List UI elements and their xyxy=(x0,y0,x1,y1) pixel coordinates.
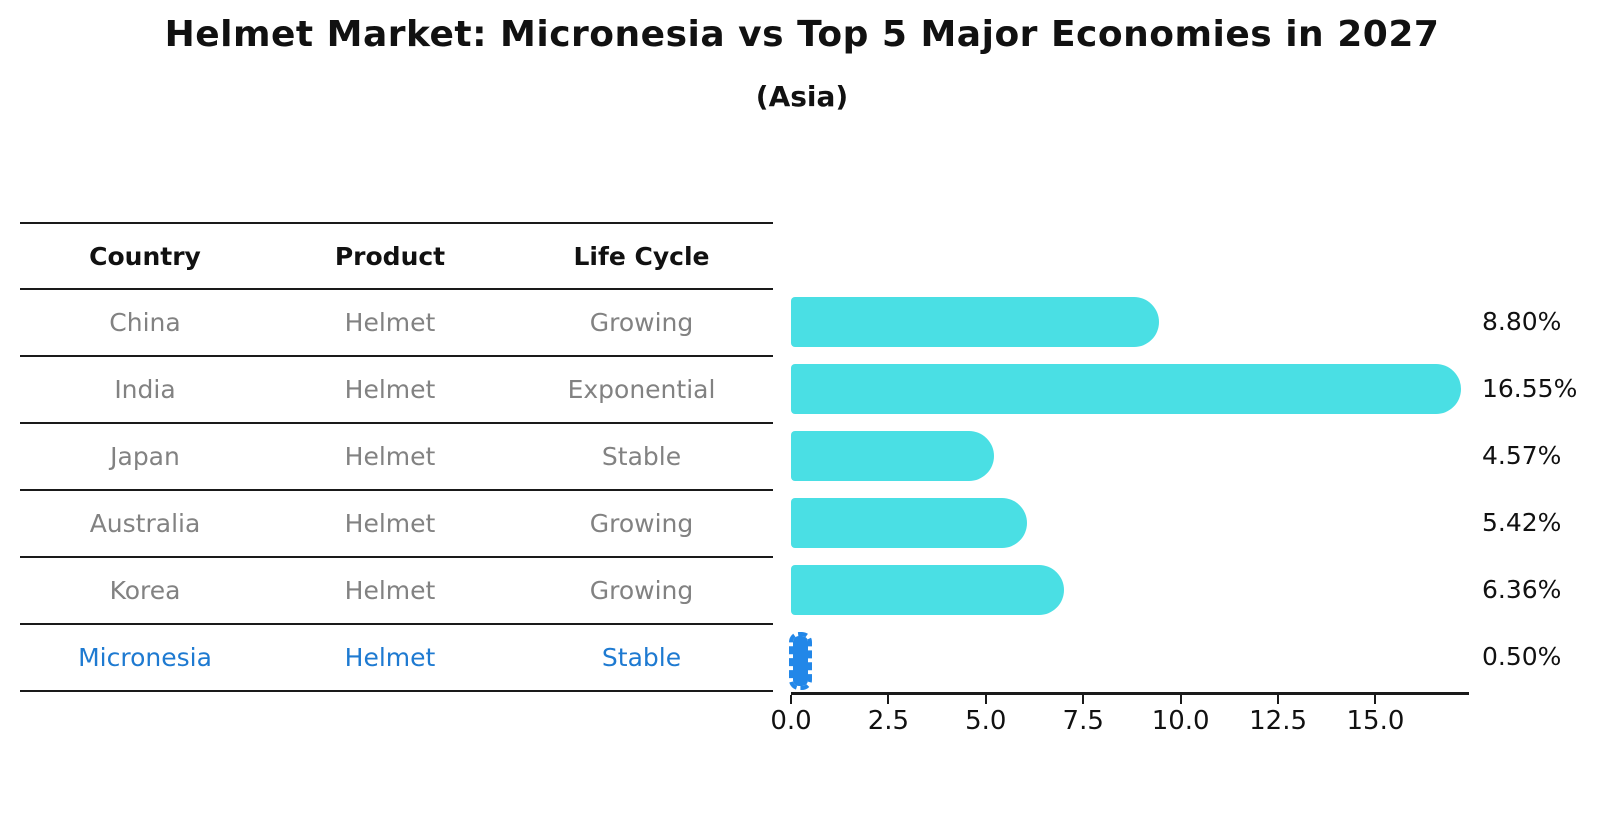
cell-country: Japan xyxy=(110,442,180,471)
cell-product: Helmet xyxy=(344,576,436,605)
x-tick xyxy=(1082,695,1085,704)
x-tick xyxy=(790,695,792,704)
x-tick-label: 7.5 xyxy=(1062,706,1104,736)
cell-lifecycle: Stable xyxy=(601,643,682,672)
bar-value-label: 0.50% xyxy=(1482,641,1562,671)
x-tick xyxy=(1374,695,1377,704)
x-tick-label: 15.0 xyxy=(1346,706,1405,736)
column-header-lifecycle: Life Cycle xyxy=(573,241,710,271)
table-row: Australia Helmet Growing xyxy=(20,491,773,558)
cell-lifecycle: Growing xyxy=(589,509,694,538)
table-row-micronesia: Micronesia Helmet Stable xyxy=(20,625,773,692)
bar-micronesia xyxy=(789,631,813,690)
x-tick-label: 5.0 xyxy=(965,706,1007,736)
cell-product: Helmet xyxy=(344,308,436,337)
bar-india xyxy=(791,363,1461,414)
cell-country: Australia xyxy=(89,509,201,538)
cell-lifecycle: Stable xyxy=(601,442,682,471)
cell-country: Micronesia xyxy=(78,643,212,672)
bar-japan xyxy=(791,430,995,481)
cell-lifecycle: Growing xyxy=(589,308,694,337)
x-tick xyxy=(1277,695,1280,704)
bar-value-label: 16.55% xyxy=(1482,373,1578,403)
x-tick xyxy=(887,695,890,704)
x-tick xyxy=(984,695,987,704)
bar-australia xyxy=(791,497,1028,548)
x-axis-line xyxy=(791,692,1469,695)
cell-lifecycle: Growing xyxy=(589,576,694,605)
chart-subtitle: (Asia) xyxy=(755,80,849,113)
bar-value-label: 8.80% xyxy=(1482,306,1562,336)
cell-lifecycle: Exponential xyxy=(567,375,716,404)
table-row: China Helmet Growing xyxy=(20,290,773,357)
country-table: Country Product Life Cycle China Helmet … xyxy=(20,222,773,692)
column-header-product: Product xyxy=(334,241,446,271)
cell-country: Korea xyxy=(109,576,181,605)
cell-product: Helmet xyxy=(344,643,436,672)
bar-korea xyxy=(791,564,1064,615)
chart-title: Helmet Market: Micronesia vs Top 5 Major… xyxy=(164,14,1440,55)
cell-product: Helmet xyxy=(344,509,436,538)
x-tick xyxy=(1179,695,1182,704)
table-header-row: Country Product Life Cycle xyxy=(20,224,773,290)
x-tick-label: 0.0 xyxy=(770,706,812,736)
bar-china xyxy=(791,296,1159,347)
cell-country: China xyxy=(109,308,181,337)
table-row: India Helmet Exponential xyxy=(20,357,773,424)
x-tick-label: 12.5 xyxy=(1249,706,1307,736)
table-row: Japan Helmet Stable xyxy=(20,424,773,491)
bar-value-label: 4.57% xyxy=(1482,440,1562,470)
x-tick-label: 10.0 xyxy=(1151,706,1210,736)
column-header-country: Country xyxy=(89,241,201,271)
bar-value-label: 6.36% xyxy=(1482,574,1562,604)
x-tick-label: 2.5 xyxy=(867,706,910,736)
cell-product: Helmet xyxy=(344,442,436,471)
cell-country: India xyxy=(114,375,176,404)
table-row: Korea Helmet Growing xyxy=(20,558,773,625)
bar-value-label: 5.42% xyxy=(1482,507,1562,537)
cell-product: Helmet xyxy=(344,375,436,404)
